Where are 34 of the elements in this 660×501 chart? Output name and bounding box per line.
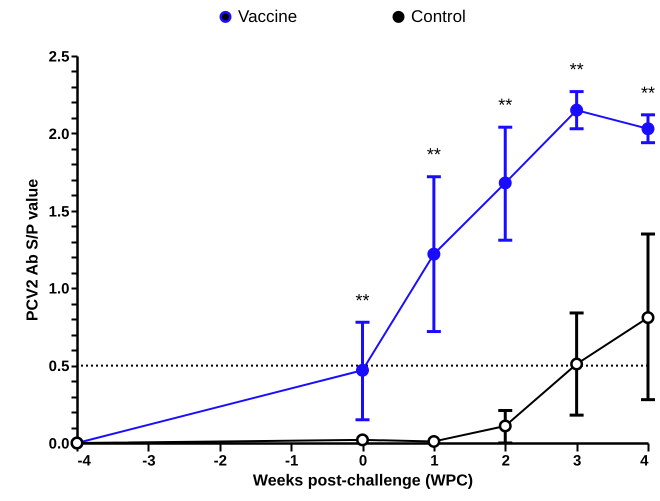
point [642, 311, 654, 324]
y-tick-label: 2.5 [48, 48, 70, 66]
x-tick-label: 4 [640, 452, 650, 470]
x-tick-label: -1 [284, 452, 298, 470]
point [498, 419, 512, 432]
point [570, 104, 584, 117]
annotation: ** [640, 82, 656, 103]
x-tick-label: 3 [572, 452, 582, 470]
annotation: ** [355, 290, 370, 310]
x-tick-label: 1 [430, 452, 439, 470]
x-tick-label: -2 [214, 452, 227, 470]
point [642, 122, 654, 136]
annotation: ** [570, 60, 584, 80]
y-tick-label: 2.0 [48, 126, 70, 143]
point [498, 176, 512, 190]
point [427, 248, 440, 261]
point [356, 364, 369, 377]
point [356, 433, 369, 446]
annotation: ** [426, 144, 441, 165]
y-axis-title: PCV2 Ab S/P value [24, 178, 42, 322]
x-tick-label: 0 [358, 452, 368, 470]
y-tick-label: 0.5 [48, 358, 70, 376]
x-tick-label: 2 [502, 452, 510, 470]
y-tick-label: 0.0 [48, 436, 70, 452]
x-tick-label: -3 [142, 452, 156, 470]
x-axis-title: Weeks post-challenge (WPC) [252, 472, 474, 490]
point [570, 358, 584, 371]
y-tick-label: 1.0 [48, 280, 70, 298]
annotation: ** [498, 95, 512, 116]
legend-label: Vaccine [238, 6, 298, 26]
point [427, 434, 440, 448]
y-tick-label: 1.5 [48, 203, 70, 220]
legend-label: Control [411, 6, 466, 26]
x-tick-label: -4 [78, 452, 92, 470]
